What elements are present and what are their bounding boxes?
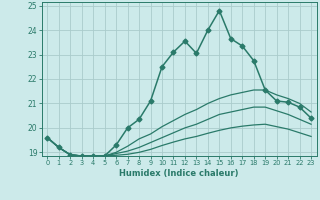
X-axis label: Humidex (Indice chaleur): Humidex (Indice chaleur)	[119, 169, 239, 178]
